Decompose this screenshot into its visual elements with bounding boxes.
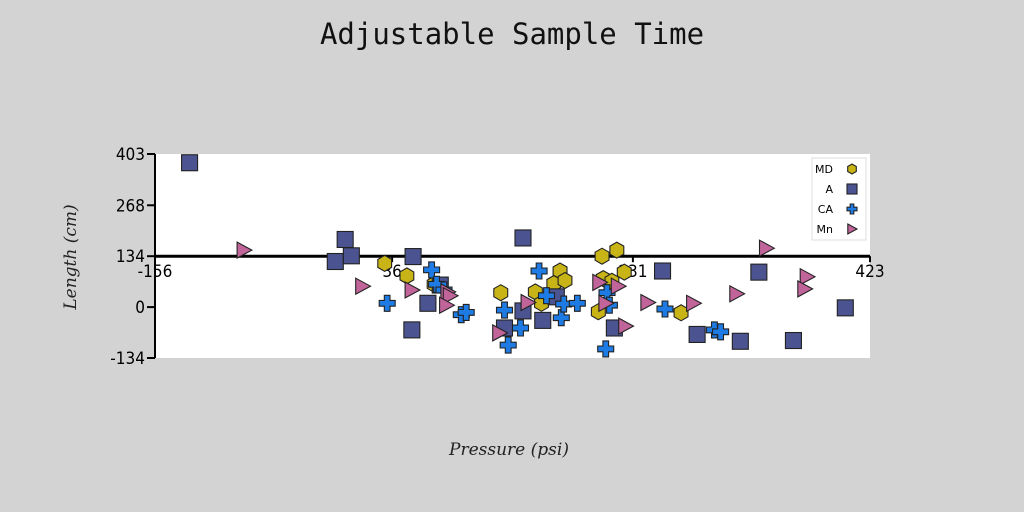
data-point [686,294,703,313]
x-axis-label: Pressure (psi) [448,440,569,460]
data-point [520,293,538,312]
data-point [419,294,437,312]
data-point [712,323,730,341]
data-point [181,154,199,172]
data-point [592,273,609,292]
data-point [836,299,854,317]
legend-marker [847,163,857,175]
data-point [336,230,354,249]
y-tick-label: 403 [116,145,145,165]
x-ticks: -156 36 231 423 [138,256,885,282]
data-point [688,325,706,343]
data-point [616,263,632,281]
data-point [673,304,689,322]
data-point [495,301,514,319]
data-point [377,254,393,273]
chart-title: Adjustable Sample Time [320,17,704,51]
data-point [758,239,776,258]
data-point [609,241,625,259]
legend-marker [846,183,858,195]
data-point [355,277,372,296]
data-point [342,247,360,265]
legend-label: A [825,183,833,196]
data-point [236,241,254,260]
data-point [493,284,509,302]
data-point [597,340,615,358]
data-point [555,295,573,313]
data-point [439,296,456,315]
data-point [618,317,635,336]
data-point [499,336,517,354]
data-point [530,262,548,280]
data-point [568,294,586,312]
data-point [797,279,814,298]
legend-label: CA [818,203,834,216]
data-point [514,229,532,247]
data-point [653,262,672,280]
y-ticks: 403 268 134 0 -134 [110,145,155,369]
data-point [404,248,422,266]
data-point [557,271,573,290]
data-point [534,311,552,329]
data-point [594,247,610,265]
data-point [729,284,746,303]
data-point [552,309,570,327]
y-tick-label: 268 [116,196,145,216]
data-point [731,332,749,350]
data-point [656,300,674,318]
data-point [598,294,615,313]
y-tick-label: -134 [110,349,145,369]
data-point [326,252,344,271]
legend-label: MD [815,163,833,176]
data-point [399,267,415,285]
data-point [378,294,396,312]
data-point [640,293,657,312]
y-tick-label: 134 [116,247,145,267]
data-point [403,321,421,339]
legend-marker [846,203,858,215]
legend: MD A CA Mn [811,157,867,241]
data-point [404,281,422,299]
data-point [511,319,530,337]
legend-marker [847,223,859,235]
y-axis-label: Length (cm) [61,204,81,310]
data-point [537,287,556,305]
data-point [457,303,475,321]
legend-label: Mn [817,223,833,236]
data-points [181,154,854,358]
series-mn [236,239,817,342]
x-tick-label: -156 [138,262,173,282]
data-point [610,277,628,296]
x-tick-label: 423 [855,262,884,282]
data-point [799,267,817,286]
y-tick-label: 0 [135,298,145,318]
data-point [750,263,768,281]
data-point [442,286,460,305]
legend-box [811,157,867,241]
data-point [492,323,509,342]
data-point [784,331,802,350]
